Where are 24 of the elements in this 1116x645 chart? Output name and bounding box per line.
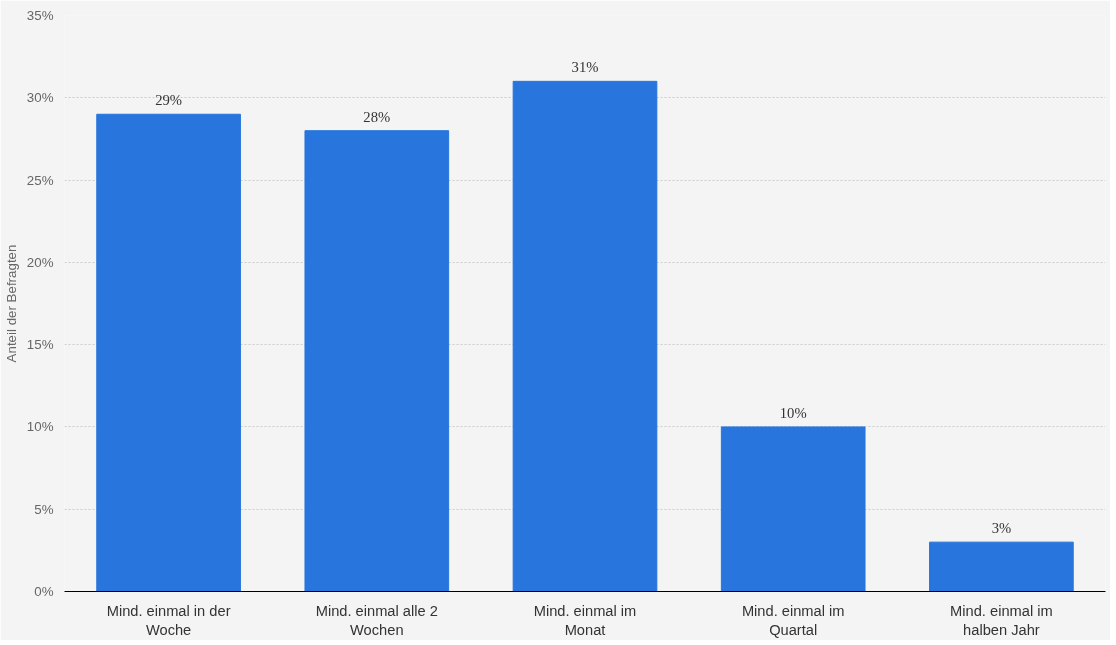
data-label: 3%: [991, 520, 1012, 537]
x-tick-label: Mind. einmal im Quartal: [741, 602, 845, 638]
x-tick-label: Mind. einmal im halben Jahr: [950, 602, 1053, 638]
bar: [720, 426, 866, 592]
y-tick-label: 35%: [26, 8, 54, 23]
bar: [929, 541, 1074, 592]
data-label: 10%: [779, 404, 807, 421]
y-axis-title: Anteil der Befragten: [3, 244, 19, 363]
y-tick-label: 20%: [26, 254, 54, 270]
y-tick-label: 10%: [26, 419, 54, 435]
y-tick-label: 15%: [26, 337, 54, 353]
y-tick-label: 30%: [26, 90, 54, 106]
data-label: 28%: [363, 108, 391, 125]
x-tick-label: Mind. einmal alle 2 Wochen: [315, 602, 438, 638]
data-label: 29%: [155, 92, 183, 109]
bar: [96, 113, 241, 592]
y-tick-label: 0%: [34, 584, 54, 599]
y-tick-label: 25%: [26, 172, 54, 188]
bar: [512, 80, 658, 592]
x-tick-label: Mind. einmal im Monat: [533, 602, 637, 638]
bar: [304, 130, 450, 592]
data-label: 31%: [571, 59, 599, 76]
y-tick-label: 5%: [34, 501, 54, 517]
x-tick-label: Mind. einmal in der Woche: [106, 602, 231, 638]
